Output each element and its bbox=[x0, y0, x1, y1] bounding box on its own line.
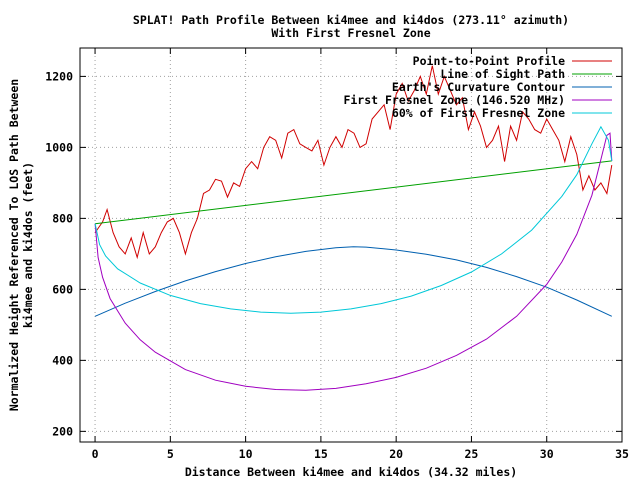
y-tick-label: 200 bbox=[52, 424, 73, 438]
x-tick-label: 25 bbox=[465, 447, 479, 461]
legend-label: Line of Sight Path bbox=[440, 67, 565, 81]
legend-label: First Fresnel Zone (146.520 MHz) bbox=[343, 93, 565, 107]
series-line-3 bbox=[94, 246, 613, 317]
plot-frame bbox=[79, 47, 623, 443]
series-line-2 bbox=[95, 160, 612, 225]
x-tick-label: 30 bbox=[540, 447, 554, 461]
y-tick-label: 1200 bbox=[45, 69, 73, 83]
y-tick-label: 800 bbox=[52, 211, 73, 225]
series-line-1 bbox=[94, 65, 613, 260]
x-tick-label: 15 bbox=[314, 447, 328, 461]
x-tick-label: 10 bbox=[239, 447, 253, 461]
x-tick-label: 20 bbox=[389, 447, 403, 461]
ticks: 0 5 10 15 20 25 30 35 200 400 600 800 1000 1200 bbox=[45, 48, 629, 461]
x-tick-label: 0 bbox=[92, 447, 99, 461]
x-tick-label: 5 bbox=[167, 447, 174, 461]
series-line-4 bbox=[94, 132, 613, 391]
chart-title: SPLAT! Path Profile Between ki4mee and k… bbox=[133, 13, 569, 27]
y-tick-label: 600 bbox=[52, 282, 73, 296]
y-tick-label: 1000 bbox=[45, 140, 73, 154]
y-axis-label-line1: Normalized Height Referenced To LOS Path… bbox=[7, 79, 21, 411]
x-axis-label: Distance Between ki4mee and ki4dos (34.3… bbox=[185, 465, 517, 479]
chart-subtitle: With First Fresnel Zone bbox=[271, 26, 430, 40]
legend-label: Earth's Curvature Contour bbox=[392, 80, 565, 94]
legend-label: Point-to-Point Profile bbox=[413, 54, 565, 68]
y-tick-label: 400 bbox=[52, 353, 73, 367]
x-tick-label: 35 bbox=[615, 447, 629, 461]
series-line-5 bbox=[94, 125, 613, 314]
legend-label: 60% of First Fresnel Zone bbox=[392, 106, 565, 120]
y-axis-label-line2: ki4mee and ki4dos (feet) bbox=[21, 162, 35, 328]
series-layer bbox=[94, 65, 613, 391]
